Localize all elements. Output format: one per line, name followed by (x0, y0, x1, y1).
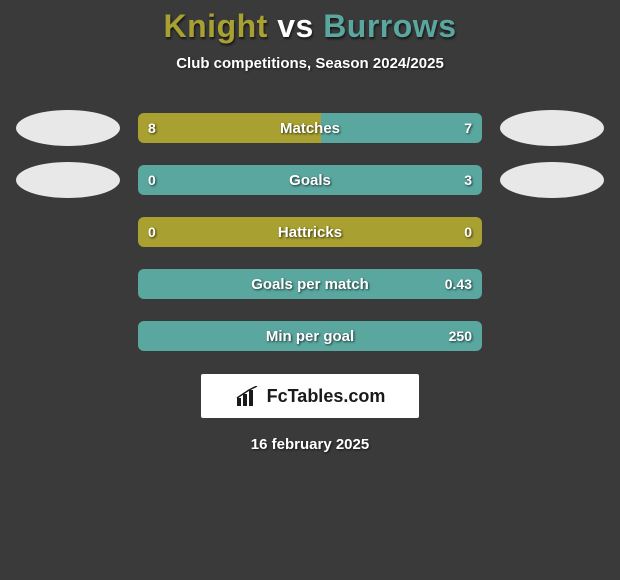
stat-row: 03Goals (0, 162, 620, 198)
date-text: 16 february 2025 (0, 436, 620, 453)
stat-row: 00Hattricks (0, 214, 620, 250)
bar-right-fill (138, 165, 482, 195)
stat-row: 87Matches (0, 110, 620, 146)
stat-bar: 0.43Goals per match (138, 269, 482, 299)
stat-bar: 87Matches (138, 113, 482, 143)
bar-right-value: 250 (449, 321, 472, 351)
branding-text: FcTables.com (267, 386, 386, 407)
bar-right-fill (321, 113, 482, 143)
oval-spacer (500, 214, 604, 250)
bar-left-value: 8 (148, 113, 156, 143)
bar-left-fill (138, 217, 482, 247)
oval-spacer (16, 318, 120, 354)
subtitle: Club competitions, Season 2024/2025 (0, 55, 620, 72)
bar-right-value: 3 (464, 165, 472, 195)
bar-right-value: 0.43 (445, 269, 472, 299)
bar-left-value: 0 (148, 165, 156, 195)
oval-spacer (500, 318, 604, 354)
player2-name: Burrows (323, 8, 456, 44)
stat-row: 0.43Goals per match (0, 266, 620, 302)
bar-right-value: 7 (464, 113, 472, 143)
bar-right-value: 0 (464, 217, 472, 247)
vs-text: vs (277, 8, 314, 44)
bar-right-fill (138, 269, 482, 299)
player2-oval (500, 110, 604, 146)
bar-right-fill (138, 321, 482, 351)
stat-bar: 03Goals (138, 165, 482, 195)
title: Knight vs Burrows (0, 8, 620, 45)
player2-oval (500, 162, 604, 198)
player1-name: Knight (164, 8, 268, 44)
comparison-card: Knight vs Burrows Club competitions, Sea… (0, 0, 620, 453)
oval-spacer (16, 266, 120, 302)
branding-badge: FcTables.com (201, 374, 419, 418)
oval-spacer (500, 266, 604, 302)
oval-spacer (16, 214, 120, 250)
stats-rows: 87Matches03Goals00Hattricks0.43Goals per… (0, 110, 620, 354)
player1-oval (16, 162, 120, 198)
stat-bar: 250Min per goal (138, 321, 482, 351)
player1-oval (16, 110, 120, 146)
chart-icon (235, 386, 261, 406)
stat-bar: 00Hattricks (138, 217, 482, 247)
bar-left-value: 0 (148, 217, 156, 247)
bar-left-fill (138, 113, 321, 143)
stat-row: 250Min per goal (0, 318, 620, 354)
